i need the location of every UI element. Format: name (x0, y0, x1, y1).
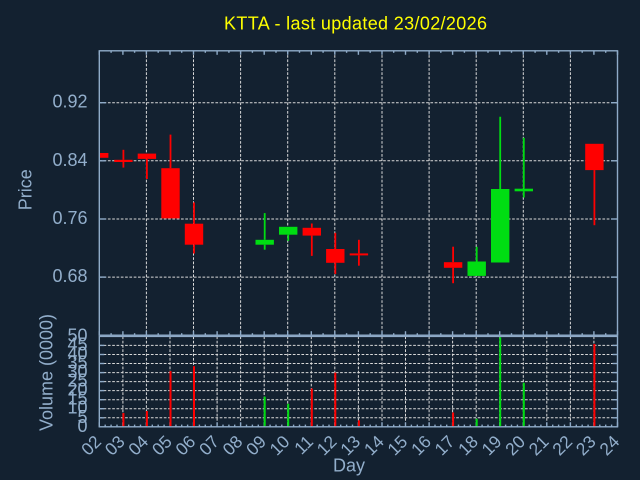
svg-text:30: 30 (67, 362, 87, 382)
svg-text:15: 15 (67, 389, 87, 409)
svg-text:Volume (0000): Volume (0000) (37, 314, 57, 431)
svg-text:0.76: 0.76 (52, 208, 87, 228)
svg-text:10: 10 (67, 398, 87, 418)
svg-text:45: 45 (67, 334, 87, 354)
svg-text:KTTA - last updated 23/02/2026: KTTA - last updated 23/02/2026 (224, 14, 487, 34)
svg-text:20: 20 (67, 380, 87, 400)
svg-text:40: 40 (67, 344, 87, 364)
svg-text:50: 50 (67, 325, 87, 345)
svg-text:0.84: 0.84 (52, 150, 87, 170)
svg-text:35: 35 (67, 353, 87, 373)
svg-text:Day: Day (333, 456, 365, 476)
svg-text:5: 5 (77, 407, 87, 427)
svg-text:Price: Price (16, 169, 36, 210)
svg-text:0: 0 (77, 416, 87, 436)
svg-text:25: 25 (67, 371, 87, 391)
svg-text:0.92: 0.92 (52, 92, 87, 112)
svg-text:0.68: 0.68 (52, 266, 87, 286)
